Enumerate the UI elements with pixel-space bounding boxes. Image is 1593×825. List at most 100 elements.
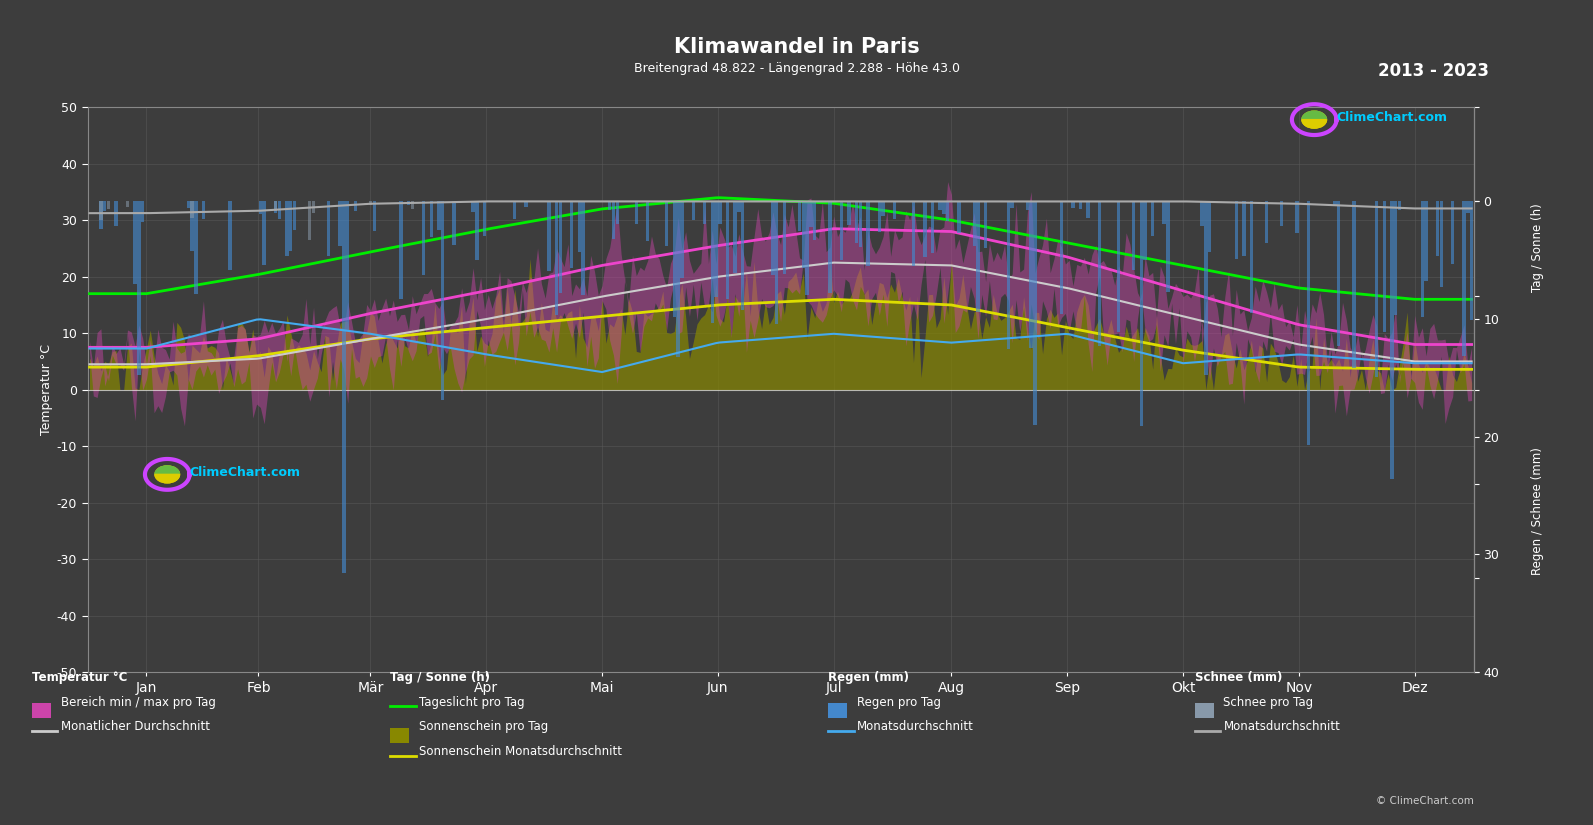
Bar	[1163, 201, 1166, 224]
Text: Tag / Sonne (h): Tag / Sonne (h)	[390, 671, 491, 684]
Bar	[1007, 201, 1010, 349]
Bar	[1249, 201, 1254, 313]
Bar	[1333, 201, 1337, 206]
Bar	[1435, 201, 1438, 257]
Bar	[1451, 201, 1454, 264]
Bar	[1166, 201, 1169, 292]
Text: Tag / Sonne (h): Tag / Sonne (h)	[1531, 203, 1544, 292]
Bar	[771, 201, 774, 275]
Bar	[99, 201, 102, 229]
Bar	[370, 201, 373, 205]
Bar	[1059, 201, 1063, 314]
Bar	[99, 201, 102, 220]
Bar	[812, 201, 817, 240]
Bar	[327, 201, 330, 257]
Bar	[680, 201, 683, 278]
Bar	[288, 201, 293, 251]
Bar	[411, 201, 414, 209]
Bar	[1086, 201, 1090, 219]
Bar	[1306, 201, 1309, 445]
Bar	[581, 201, 585, 295]
Bar	[782, 201, 785, 274]
Bar	[634, 201, 637, 224]
Bar	[718, 201, 722, 224]
Bar	[1243, 201, 1246, 256]
Bar	[1391, 201, 1394, 479]
Text: ClimeChart.com: ClimeChart.com	[190, 466, 301, 479]
Bar	[911, 201, 914, 266]
Bar	[475, 201, 478, 260]
Bar	[828, 201, 832, 293]
Bar	[1034, 201, 1037, 425]
Bar	[285, 201, 288, 256]
Bar	[1394, 201, 1397, 315]
Bar	[312, 201, 315, 213]
Bar	[1265, 201, 1268, 243]
Bar	[1207, 201, 1211, 252]
Bar	[776, 201, 779, 323]
Bar	[263, 201, 266, 266]
Bar	[946, 201, 949, 220]
Bar	[1383, 201, 1386, 332]
Circle shape	[1301, 111, 1327, 128]
Bar	[972, 201, 977, 246]
Bar	[1397, 201, 1402, 210]
Bar	[258, 201, 263, 214]
Text: Tageslicht pro Tag: Tageslicht pro Tag	[419, 695, 524, 709]
Bar	[441, 201, 444, 400]
Bar	[878, 201, 881, 233]
Bar	[847, 201, 851, 225]
Bar	[798, 201, 801, 231]
Bar	[609, 201, 612, 210]
Bar	[190, 201, 194, 218]
Bar	[354, 201, 357, 211]
Text: Sonnenschein Monatsdurchschnitt: Sonnenschein Monatsdurchschnitt	[419, 745, 621, 758]
Bar	[277, 201, 280, 219]
Text: Monatsdurchschnitt: Monatsdurchschnitt	[857, 720, 973, 733]
Bar	[140, 201, 145, 222]
Bar	[741, 201, 744, 310]
Text: Monatsdurchschnitt: Monatsdurchschnitt	[1223, 720, 1340, 733]
Bar	[373, 201, 376, 231]
Text: Bereich min / max pro Tag: Bereich min / max pro Tag	[61, 695, 215, 709]
Wedge shape	[1301, 111, 1327, 120]
Y-axis label: Temperatur °C: Temperatur °C	[40, 344, 53, 436]
Bar	[1098, 201, 1101, 346]
Bar	[1152, 201, 1155, 236]
Bar	[570, 201, 573, 268]
Bar	[274, 201, 277, 211]
Bar	[190, 201, 194, 251]
Bar	[436, 201, 441, 230]
Bar	[115, 201, 118, 226]
Bar	[738, 201, 741, 212]
Bar	[134, 201, 137, 284]
Bar	[194, 201, 198, 294]
Bar	[881, 201, 884, 216]
Bar	[840, 201, 843, 260]
Bar	[1421, 201, 1424, 317]
Bar	[930, 201, 933, 253]
Bar	[548, 201, 551, 271]
Bar	[400, 201, 403, 299]
Text: Regen pro Tag: Regen pro Tag	[857, 695, 941, 709]
Bar	[855, 201, 859, 243]
Bar	[710, 201, 714, 323]
Bar	[691, 201, 695, 220]
Text: Schnee (mm): Schnee (mm)	[1195, 671, 1282, 684]
Bar	[104, 201, 107, 210]
Text: Regen (mm): Regen (mm)	[828, 671, 910, 684]
Bar	[892, 201, 897, 219]
Text: 2013 - 2023: 2013 - 2023	[1378, 62, 1489, 80]
Wedge shape	[155, 466, 180, 474]
Bar	[513, 201, 516, 219]
Bar	[615, 201, 620, 224]
Bar	[1470, 201, 1474, 320]
Bar	[1026, 201, 1029, 210]
Bar	[107, 201, 110, 209]
Bar	[806, 201, 809, 295]
Bar	[406, 201, 409, 205]
Bar	[346, 201, 349, 330]
Bar	[1070, 201, 1075, 208]
Bar	[1462, 201, 1466, 356]
Bar	[938, 201, 941, 210]
